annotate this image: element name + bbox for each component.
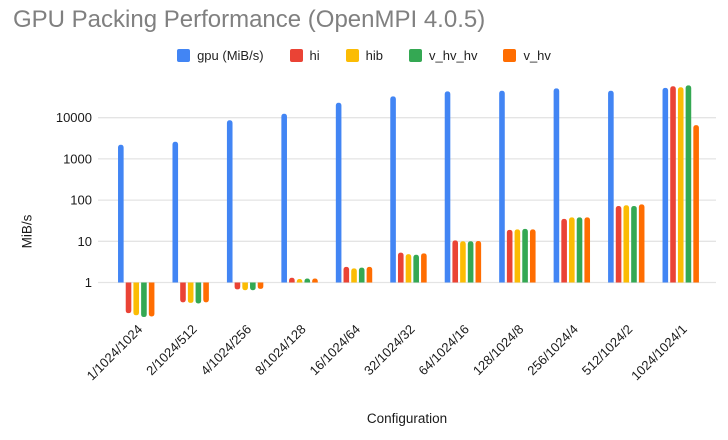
- bar-gpu-mib-s-512-1024-2: [608, 90, 614, 283]
- x-tick-32-1024-32: 32/1024/32: [361, 322, 418, 379]
- bar-v-hv-8-1024-128: [312, 278, 318, 283]
- legend-swatch-v-hv: [503, 48, 517, 62]
- bar-hi-1-1024-1024: [125, 282, 132, 314]
- x-tick-2-1024-512: 2/1024/512: [143, 322, 200, 379]
- bar-gpu-mib-s-1-1024-1024: [118, 144, 124, 283]
- x-tick-8-1024-128: 8/1024/128: [252, 322, 309, 379]
- x-tick-4-1024-256: 4/1024/256: [198, 322, 255, 379]
- legend-label-hi: hi: [309, 47, 320, 63]
- bar-v-hv-64-1024-16: [475, 240, 482, 283]
- bar-hib-2-1024-512: [187, 282, 194, 303]
- bar-gpu-mib-s-8-1024-128: [281, 113, 287, 283]
- bar-v-hv-hv-2-1024-512: [195, 282, 202, 304]
- bar-gpu-mib-s-256-1024-4: [553, 88, 560, 283]
- bar-hi-2-1024-512: [180, 282, 186, 303]
- chart-title: GPU Packing Performance (OpenMPI 4.0.5): [13, 6, 486, 33]
- bar-hi-128-1024-8: [506, 229, 513, 283]
- bar-v-hv-hv-512-1024-2: [631, 205, 637, 283]
- bar-gpu-mib-s-1024-1024-1: [662, 87, 669, 283]
- bar-v-hv-hv-1024-1024-1: [685, 85, 692, 283]
- bar-hib-1024-1024-1: [677, 87, 684, 283]
- bar-v-hv-hv-1-1024-1024: [141, 282, 147, 318]
- bar-hib-4-1024-256: [242, 282, 248, 291]
- legend-swatch-hib: [345, 48, 359, 62]
- legend-item-v-hv-hv[interactable]: v_hv_hv: [409, 48, 477, 63]
- bar-v-hv-hv-128-1024-8: [522, 228, 528, 283]
- bar-v-hv-hv-16-1024-64: [358, 267, 365, 283]
- bar-gpu-mib-s-2-1024-512: [172, 141, 179, 283]
- bar-v-hv-128-1024-8: [529, 229, 536, 283]
- y-tick-1: 1: [85, 275, 92, 290]
- bar-gpu-mib-s-4-1024-256: [226, 120, 233, 283]
- chart-legend: gpu (MiB/s) hi hib v_hv_hv v_hv: [0, 46, 728, 64]
- legend-item-hib[interactable]: hib: [345, 47, 384, 63]
- bar-v-hv-hv-8-1024-128: [304, 278, 311, 283]
- bar-hib-16-1024-64: [351, 268, 357, 283]
- bar-v-hv-32-1024-32: [421, 253, 427, 283]
- legend-item-hi[interactable]: hi: [289, 47, 320, 63]
- bar-gpu-mib-s-32-1024-32: [390, 96, 396, 283]
- bar-v-hv-2-1024-512: [203, 282, 209, 303]
- y-tick-1000: 1000: [63, 151, 92, 166]
- legend-label-v-hv: v_hv: [523, 47, 551, 63]
- legend-swatch-hi: [289, 48, 303, 62]
- bar-v-hv-hv-64-1024-16: [467, 241, 474, 283]
- legend-item-gpu-mib-s[interactable]: gpu (MiB/s): [177, 47, 264, 63]
- legend-label-hib: hib: [365, 47, 384, 63]
- legend-swatch-v-hv-hv: [409, 48, 423, 62]
- legend-item-v-hv[interactable]: v_hv: [503, 47, 551, 63]
- bar-hib-1-1024-1024: [133, 282, 140, 316]
- y-axis-title: MiB/s: [19, 214, 35, 249]
- x-tick-16-1024-64: 16/1024/64: [307, 322, 364, 379]
- legend-swatch-gpu-mib-s: [177, 48, 191, 62]
- bar-hib-256-1024-4: [569, 217, 575, 283]
- y-tick-10000: 10000: [56, 110, 92, 125]
- bar-v-hv-1024-1024-1: [693, 125, 699, 283]
- x-tick-1-1024-1024: 1/1024/1024: [84, 322, 146, 384]
- bar-hib-64-1024-16: [460, 241, 466, 283]
- bar-hib-128-1024-8: [514, 229, 521, 283]
- bar-v-hv-4-1024-256: [257, 282, 264, 289]
- x-axis-title: Configuration: [366, 411, 448, 426]
- bar-hi-32-1024-32: [397, 252, 404, 283]
- bar-hi-16-1024-64: [343, 266, 350, 283]
- bar-hi-256-1024-4: [561, 218, 567, 283]
- y-tick-10: 10: [78, 234, 92, 249]
- bar-gpu-mib-s-16-1024-64: [335, 102, 342, 283]
- y-tick-100: 100: [70, 193, 92, 208]
- bar-hi-8-1024-128: [289, 277, 295, 283]
- bar-hi-1024-1024-1: [670, 86, 676, 283]
- legend-label-v-hv-hv: v_hv_hv: [429, 47, 478, 63]
- x-tick-256-1024-4: 256/1024/4: [524, 322, 581, 379]
- bar-v-hv-hv-256-1024-4: [576, 217, 583, 283]
- bar-v-hv-256-1024-4: [584, 217, 591, 283]
- bar-v-hv-1-1024-1024: [148, 282, 155, 317]
- x-tick-64-1024-16: 64/1024/16: [415, 322, 472, 379]
- legend-label-gpu-mib-s: gpu (MiB/s): [197, 47, 264, 63]
- x-tick-128-1024-8: 128/1024/8: [470, 322, 527, 379]
- bar-hib-512-1024-2: [623, 205, 630, 283]
- x-tick-1024-1024-1: 1024/1024/1: [628, 322, 690, 384]
- bar-gpu-mib-s-128-1024-8: [499, 90, 505, 283]
- bar-hib-8-1024-128: [296, 278, 303, 283]
- bar-hi-4-1024-256: [234, 282, 241, 290]
- bar-gpu-mib-s-64-1024-16: [444, 91, 451, 283]
- bar-hi-512-1024-2: [615, 205, 622, 283]
- bar-v-hv-hv-4-1024-256: [250, 282, 256, 291]
- bar-v-hv-16-1024-64: [366, 266, 373, 283]
- x-tick-512-1024-2: 512/1024/2: [579, 322, 636, 379]
- bar-v-hv-hv-32-1024-32: [413, 254, 419, 283]
- bar-v-hv-512-1024-2: [638, 204, 645, 283]
- bar-hi-64-1024-16: [452, 240, 459, 283]
- bar-hib-32-1024-32: [405, 254, 412, 283]
